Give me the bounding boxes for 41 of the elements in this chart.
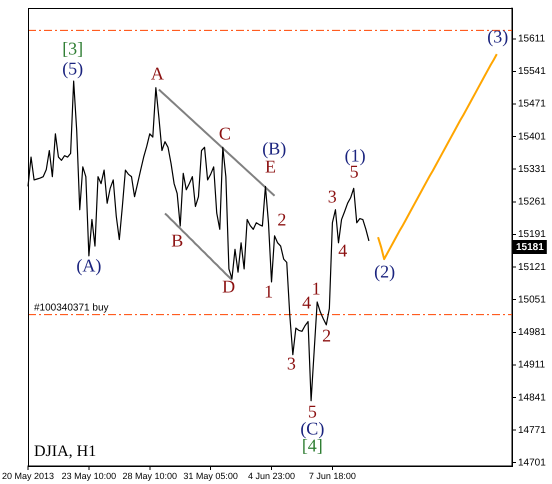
x-tick-label: 23 May 10:00	[62, 470, 116, 481]
y-tick-label: 15051	[518, 294, 546, 306]
annotation: 2	[322, 326, 332, 346]
y-tick-label: 14771	[518, 424, 546, 436]
y-tick-label: 15331	[518, 164, 546, 175]
annotation: A	[150, 64, 164, 84]
x-tick-label: 28 May 10:00	[122, 470, 178, 481]
text: 15181	[516, 242, 544, 253]
annotation: 3	[286, 354, 296, 374]
annotation: [3]	[62, 38, 84, 59]
y-tick-label: 14841	[518, 392, 546, 404]
y-tick-label: 14981	[518, 327, 546, 338]
annotation: 1	[312, 278, 321, 299]
annotation: (3)	[487, 26, 508, 47]
y-tick-label: 15611	[518, 34, 546, 44]
y-tick-label: 15191	[518, 229, 546, 240]
annotation: (2)	[374, 262, 396, 282]
y-tick-label: 15401	[518, 131, 546, 142]
annotation: 3	[328, 186, 337, 207]
x-tick-label: 20 May 2013	[2, 470, 54, 481]
y-tick-label: 14911	[518, 360, 546, 371]
annotation: 4	[302, 292, 312, 313]
y-tick-label: 14701	[518, 457, 546, 468]
x-tick-label: 31 May 05:00	[183, 470, 238, 481]
x-tick-label: 4 Jun 23:00	[248, 470, 296, 481]
annotation: (A)	[76, 256, 102, 276]
y-tick-label: 15121	[518, 262, 546, 273]
x-tick-label: 7 Jun 18:00	[308, 470, 356, 481]
annotation: 1	[264, 282, 274, 302]
y-tick-label: 15261	[518, 196, 546, 208]
annotation: (B)	[262, 138, 286, 159]
text: DJIA, H1	[34, 443, 96, 460]
ref-line-label: #100340371 buy	[34, 302, 109, 314]
y-tick-label: 15471	[518, 98, 546, 110]
annotation: B	[171, 230, 184, 251]
y-tick-label: 15541	[518, 66, 546, 78]
annotation: 2	[277, 210, 286, 230]
annotation: C	[218, 124, 231, 144]
annotation: (5)	[62, 58, 84, 79]
annotation: 4	[338, 240, 348, 261]
annotation: D	[222, 276, 236, 297]
